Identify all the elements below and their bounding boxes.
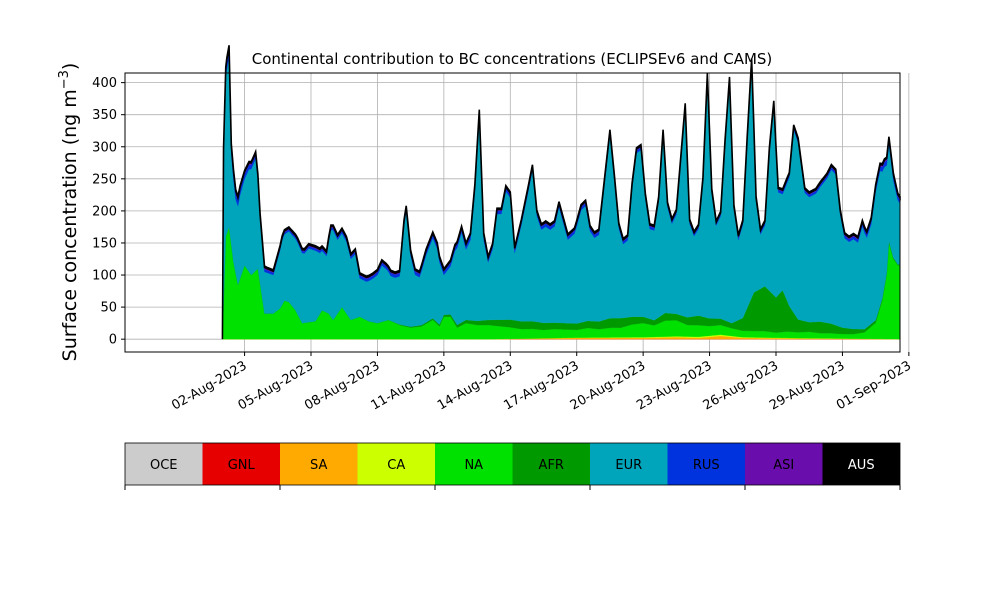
legend-swatch-aus [822,443,900,485]
legend-swatch-afr [512,443,590,485]
chart-title: Continental contribution to BC concentra… [252,50,773,68]
y-tick-label: 150 [92,236,117,251]
legend-swatch-eur [590,443,668,485]
y-tick-label: 350 [92,108,117,123]
y-tick-label: 250 [92,172,117,187]
x-tick-label: 01-Sep-2023 [834,358,914,413]
legend-swatch-na [435,443,513,485]
legend-label-oce: OCE [150,458,178,473]
y-axis-label-exponent: −3 [57,70,72,89]
plot-frame [124,72,901,353]
legend-swatch-gnl [202,443,280,485]
area-series-eur [222,56,901,340]
legend-label-eur: EUR [615,458,642,473]
legend-swatch-asi [745,443,823,485]
legend-swatch-oce [125,443,203,485]
legend-label-afr: AFR [539,458,564,473]
y-axis-label-close: ) [59,63,81,70]
y-tick-label: 0 [109,333,117,348]
legend-label-rus: RUS [693,458,720,473]
x-tick-label: 29-Aug-2023 [767,358,847,413]
legend-label-gnl: GNL [228,458,256,473]
y-tick-label: 200 [92,204,117,219]
legend-frame [124,442,901,486]
stacked-areas [221,45,901,340]
legend-label-ca: CA [387,458,405,473]
legend-label-aus: AUS [848,458,875,473]
legend-swatch-ca [357,443,435,485]
y-tick-label: 100 [92,269,117,284]
legend-swatch-sa [280,443,358,485]
y-tick-label: 300 [92,140,117,155]
y-tick-label: 50 [100,301,117,316]
legend-label-asi: ASI [773,458,794,473]
legend-swatch-rus [667,443,745,485]
y-tick-label: 400 [92,76,117,91]
y-axis-label-main: Surface concentration (ng m [59,89,81,361]
legend-colorbar: OCE GNL SA CA NA AFR EUR RUS ASI AUS [124,442,901,490]
legend-label-na: NA [464,458,483,473]
legend-label-sa: SA [310,458,327,473]
y-axis-label: Surface concentration (ng m−3) [57,63,81,362]
